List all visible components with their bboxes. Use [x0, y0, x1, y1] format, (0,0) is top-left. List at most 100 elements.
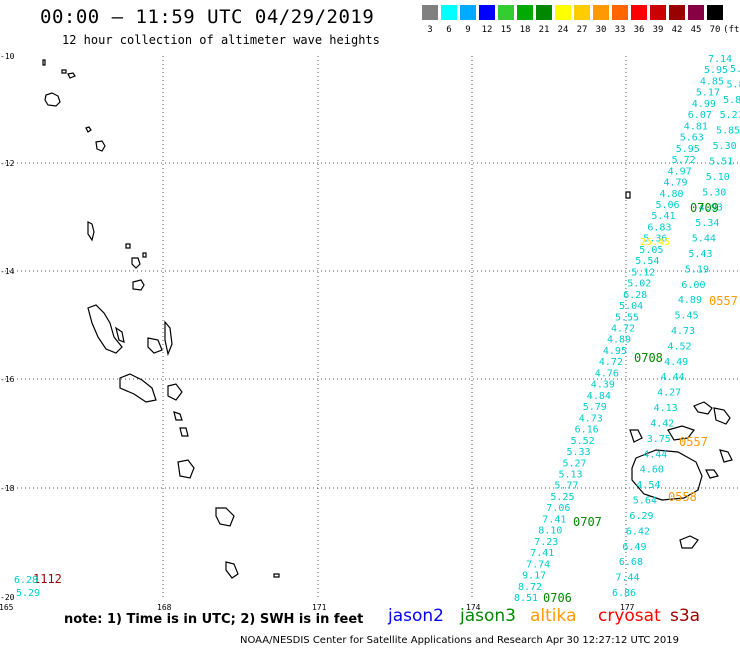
- island-outline: [625, 191, 631, 199]
- scale-swatch: [631, 5, 647, 20]
- page-subtitle: 12 hour collection of altimeter wave hei…: [62, 33, 380, 47]
- island-outline: [142, 252, 147, 258]
- scale-label: 42: [671, 25, 683, 35]
- scale-label: 9: [465, 25, 471, 35]
- swh-value: 6.00: [681, 280, 705, 291]
- latitude-tick-label: -14: [0, 267, 15, 276]
- swh-value: 4.60: [640, 465, 664, 476]
- swh-value: 5.55: [615, 312, 639, 323]
- footer-note: note: 1) Time is in UTC; 2) SWH is in fe…: [64, 612, 364, 627]
- pass-time-label: 0707: [573, 515, 602, 529]
- island-outline: [215, 507, 235, 527]
- swh-value: 5.10: [706, 172, 730, 183]
- scale-label: 36: [633, 25, 645, 35]
- island-outline: [44, 92, 61, 107]
- swh-value: 5.72: [672, 155, 696, 166]
- swh-value: 4.49: [664, 357, 688, 368]
- scale-label: 45: [690, 25, 702, 35]
- swh-value: 5.06: [656, 200, 680, 211]
- pass-time-label: 0557: [679, 435, 708, 449]
- swh-value: 4.73: [671, 326, 695, 337]
- swh-value: 5.30: [702, 187, 726, 198]
- swh-value: 4.72: [611, 324, 635, 335]
- latitude-tick-label: -12: [0, 159, 15, 168]
- scale-unit-label: (ft): [723, 25, 740, 35]
- swh-value: 5.33: [567, 447, 591, 458]
- swh-value: 4.93: [699, 203, 723, 214]
- scale-label: 30: [595, 25, 607, 35]
- island-outline: [147, 337, 163, 354]
- credit-line: NOAA/NESDIS Center for Satellite Applica…: [240, 635, 679, 646]
- island-outline: [132, 279, 145, 291]
- swh-value: 5.17: [696, 88, 720, 99]
- island-outline: [225, 561, 239, 579]
- swh-value: 5.13: [559, 470, 583, 481]
- mission-label-cryosat: cryosat: [598, 606, 661, 626]
- swh-value: 4.27: [657, 388, 681, 399]
- swh-value: 4.52: [668, 341, 692, 352]
- swh-value-high: 25.45: [640, 237, 670, 248]
- scale-label: 70: [709, 25, 721, 35]
- swh-value: 7.44: [616, 573, 640, 584]
- swh-value: 5.02: [627, 279, 651, 290]
- island-outline: [667, 425, 695, 441]
- map-axis-ticks: 165 168 171 174 177 -10 -12 -14 -16 -18 -20: [0, 52, 635, 612]
- swh-value: 8.72: [518, 582, 542, 593]
- swh-value: 5.8: [727, 79, 740, 90]
- swh-value: 5.84: [723, 95, 740, 106]
- swh-value: 5.19: [685, 264, 709, 275]
- swh-value: 4.84: [587, 391, 611, 402]
- island-outline: [115, 326, 125, 343]
- swh-value: 7.14: [708, 54, 732, 65]
- swh-value: 4.13: [654, 403, 678, 414]
- altimeter-track-values: 7.145.954.855.174.996.074.815.635.955.72…: [14, 54, 740, 605]
- scale-label: 33: [614, 25, 626, 35]
- longitude-tick-label: 165: [0, 603, 14, 612]
- swh-value: 3.75: [647, 434, 671, 445]
- island-outline: [119, 373, 157, 403]
- island-outline: [95, 140, 106, 152]
- island-outline: [67, 72, 76, 79]
- swh-value: 4.89: [607, 335, 631, 346]
- scale-label: 12: [481, 25, 493, 35]
- swh-value: 6.86: [612, 588, 636, 599]
- scale-swatch: [555, 5, 571, 20]
- swh-value: 5.52: [571, 436, 595, 447]
- mission-label-jason2: jason2: [388, 606, 444, 626]
- swh-value: 6.68: [619, 557, 643, 568]
- swh-value: 5.85: [716, 126, 740, 137]
- latitude-tick-label: -18: [0, 484, 15, 493]
- scale-label: 6: [446, 25, 452, 35]
- mission-label-s3a: s3a: [670, 606, 701, 626]
- island-outline: [173, 411, 183, 421]
- scale-swatch: [460, 5, 476, 20]
- swh-value: 4.73: [579, 413, 603, 424]
- map-grid: [5, 56, 740, 597]
- island-outline: [679, 535, 699, 549]
- swh-value: 4.97: [668, 166, 692, 177]
- island-outline: [693, 401, 713, 415]
- swh-value: 5.3: [730, 64, 740, 75]
- swh-value: 5.36: [643, 234, 667, 245]
- island-outline: [713, 407, 731, 425]
- scale-swatch: [498, 5, 514, 20]
- scale-label: 24: [557, 25, 569, 35]
- swh-value: 4.85: [700, 77, 724, 88]
- island-outline: [131, 257, 141, 269]
- swh-value: 6.29: [629, 511, 653, 522]
- island-outline: [164, 320, 173, 357]
- swh-value: 4.89: [678, 295, 702, 306]
- pass-time-label: 1112: [33, 572, 62, 586]
- mission-label-altika: altika: [530, 606, 577, 626]
- swh-value: 5.63: [680, 133, 704, 144]
- latitude-tick-label: -10: [0, 52, 15, 61]
- swh-value: 4.81: [684, 121, 708, 132]
- island-outline: [273, 573, 280, 578]
- coastlines: [42, 59, 733, 579]
- swh-value: 5.95: [676, 144, 700, 155]
- scale-swatch: [574, 5, 590, 20]
- swh-value: 4.76: [595, 368, 619, 379]
- pass-time-label: 0558: [668, 490, 697, 504]
- swh-value: 5.25: [550, 492, 574, 503]
